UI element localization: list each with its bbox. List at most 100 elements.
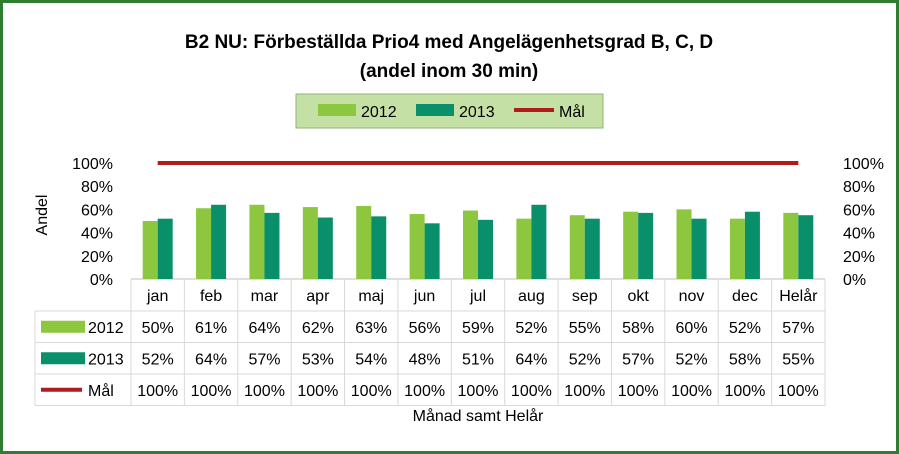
table-cell-Mål: 100% [724, 383, 765, 400]
table-swatch-2012 [41, 320, 85, 333]
table-cell-2013: 53% [302, 351, 334, 368]
y-tick-left: 80% [81, 179, 113, 196]
table-cell-Mål: 100% [511, 383, 552, 400]
table-cell-2013: 51% [462, 351, 494, 368]
bars [142, 161, 814, 279]
chart-title-line2: (andel inom 30 min) [360, 61, 538, 82]
x-tick-label: jun [413, 288, 435, 305]
table-series-name: 2012 [88, 320, 124, 337]
x-tick-label: mar [251, 288, 279, 305]
table-cell-Mål: 100% [618, 383, 659, 400]
bar-2013-mar [264, 212, 280, 279]
y-axis-label: Andel [34, 195, 51, 236]
y-tick-left: 20% [81, 249, 113, 266]
x-tick-label: dec [732, 288, 758, 305]
table-cell-Mål: 100% [191, 383, 232, 400]
bar-2012-nov [676, 209, 692, 279]
table-cell-2012: 61% [195, 320, 227, 337]
legend-label-1: 2013 [459, 104, 495, 121]
bar-2013-feb [211, 204, 227, 279]
table-cell-2012: 50% [142, 320, 174, 337]
bar-2013-dec [744, 211, 760, 279]
table-series-name: Mål [88, 382, 114, 400]
table-cell-Mål: 100% [244, 383, 285, 400]
bar-2012-jul [463, 210, 478, 279]
y-tick-right: 40% [843, 226, 875, 243]
bar-2012-maj [356, 205, 372, 279]
table-cell-2013: 52% [142, 351, 174, 368]
table-cell-2013: 58% [729, 351, 761, 368]
table-cell-2012: 63% [355, 320, 387, 337]
x-tick-label: feb [200, 288, 222, 305]
table-cell-2013: 48% [409, 351, 441, 368]
y-tick-left: 60% [81, 202, 113, 219]
table-cell-Mål: 100% [778, 383, 819, 400]
bar-2012-apr [302, 207, 318, 279]
x-tick-label: apr [306, 288, 330, 305]
bar-2012-aug [516, 218, 532, 279]
legend-label-2: Mål [559, 103, 585, 121]
x-tick-label: Helår [779, 287, 818, 305]
bar-2013-maj [371, 216, 387, 279]
y-tick-right: 100% [843, 156, 884, 173]
table-cell-2012: 57% [782, 320, 814, 337]
table-cell-2012: 62% [302, 320, 334, 337]
y-tick-right: 60% [843, 202, 875, 219]
bar-2012-sep [569, 215, 585, 279]
bar-2013-apr [317, 217, 333, 279]
table-cell-2013: 57% [622, 351, 654, 368]
bar-2012-dec [729, 218, 745, 279]
table-cell-2012: 58% [622, 320, 654, 337]
x-tick-label: jul [469, 288, 486, 305]
bar-2013-Helår [798, 215, 814, 279]
y-tick-right: 0% [843, 272, 866, 289]
table-cell-Mål: 100% [351, 383, 392, 400]
bar-2012-mar [249, 204, 265, 279]
table-cell-2012: 64% [248, 320, 280, 337]
table-cell-Mål: 100% [458, 383, 499, 400]
y-tick-right: 80% [843, 179, 875, 196]
bar-2013-aug [531, 204, 547, 279]
table-cell-Mål: 100% [137, 383, 178, 400]
chart-title-line1: B2 NU: Förbeställda Prio4 med Angelägenh… [185, 32, 713, 53]
bar-2013-jan [157, 218, 173, 279]
bar-2012-jan [142, 221, 158, 279]
bar-2013-okt [638, 212, 654, 279]
table-cell-Mål: 100% [404, 383, 445, 400]
y-tick-left: 100% [72, 156, 113, 173]
x-tick-label: nov [679, 288, 705, 305]
table-cell-2013: 57% [248, 351, 280, 368]
y-tick-left: 40% [81, 226, 113, 243]
table-swatch-2013 [41, 352, 85, 365]
legend-swatch-0 [318, 104, 356, 116]
bar-2013-sep [584, 218, 600, 279]
bar-2012-Helår [783, 212, 799, 279]
x-tick-label: jan [146, 288, 168, 305]
y-tick-right: 20% [843, 249, 875, 266]
x-axis-label: Månad samt Helår [413, 407, 544, 425]
legend-label-0: 2012 [361, 104, 397, 121]
bar-2013-jun [424, 223, 440, 279]
table-cell-2012: 59% [462, 320, 494, 337]
bar-2013-nov [691, 218, 707, 279]
table-cell-Mål: 100% [671, 383, 712, 400]
table-cell-2012: 52% [515, 320, 547, 337]
data-table: jan feb mar apr maj jun jul aug sep okt nov dec Helå… [34, 279, 826, 406]
table-cell-2013: 64% [515, 351, 547, 368]
table-cell-2013: 54% [355, 351, 387, 368]
table-cell-2012: 56% [409, 320, 441, 337]
table-cell-2012: 52% [729, 320, 761, 337]
x-tick-label: sep [572, 288, 598, 305]
bar-2013-jul [478, 219, 493, 279]
x-tick-label: maj [358, 288, 384, 305]
table-series-name: 2013 [88, 351, 124, 368]
table-cell-2013: 55% [782, 351, 814, 368]
table-cell-Mål: 100% [564, 383, 605, 400]
bar-2012-feb [196, 208, 212, 279]
x-tick-label: aug [518, 288, 545, 305]
table-cell-2013: 64% [195, 351, 227, 368]
x-tick-label: okt [627, 288, 649, 305]
legend: 2012 2013 Mål [295, 93, 604, 129]
table-cell-2013: 52% [676, 351, 708, 368]
